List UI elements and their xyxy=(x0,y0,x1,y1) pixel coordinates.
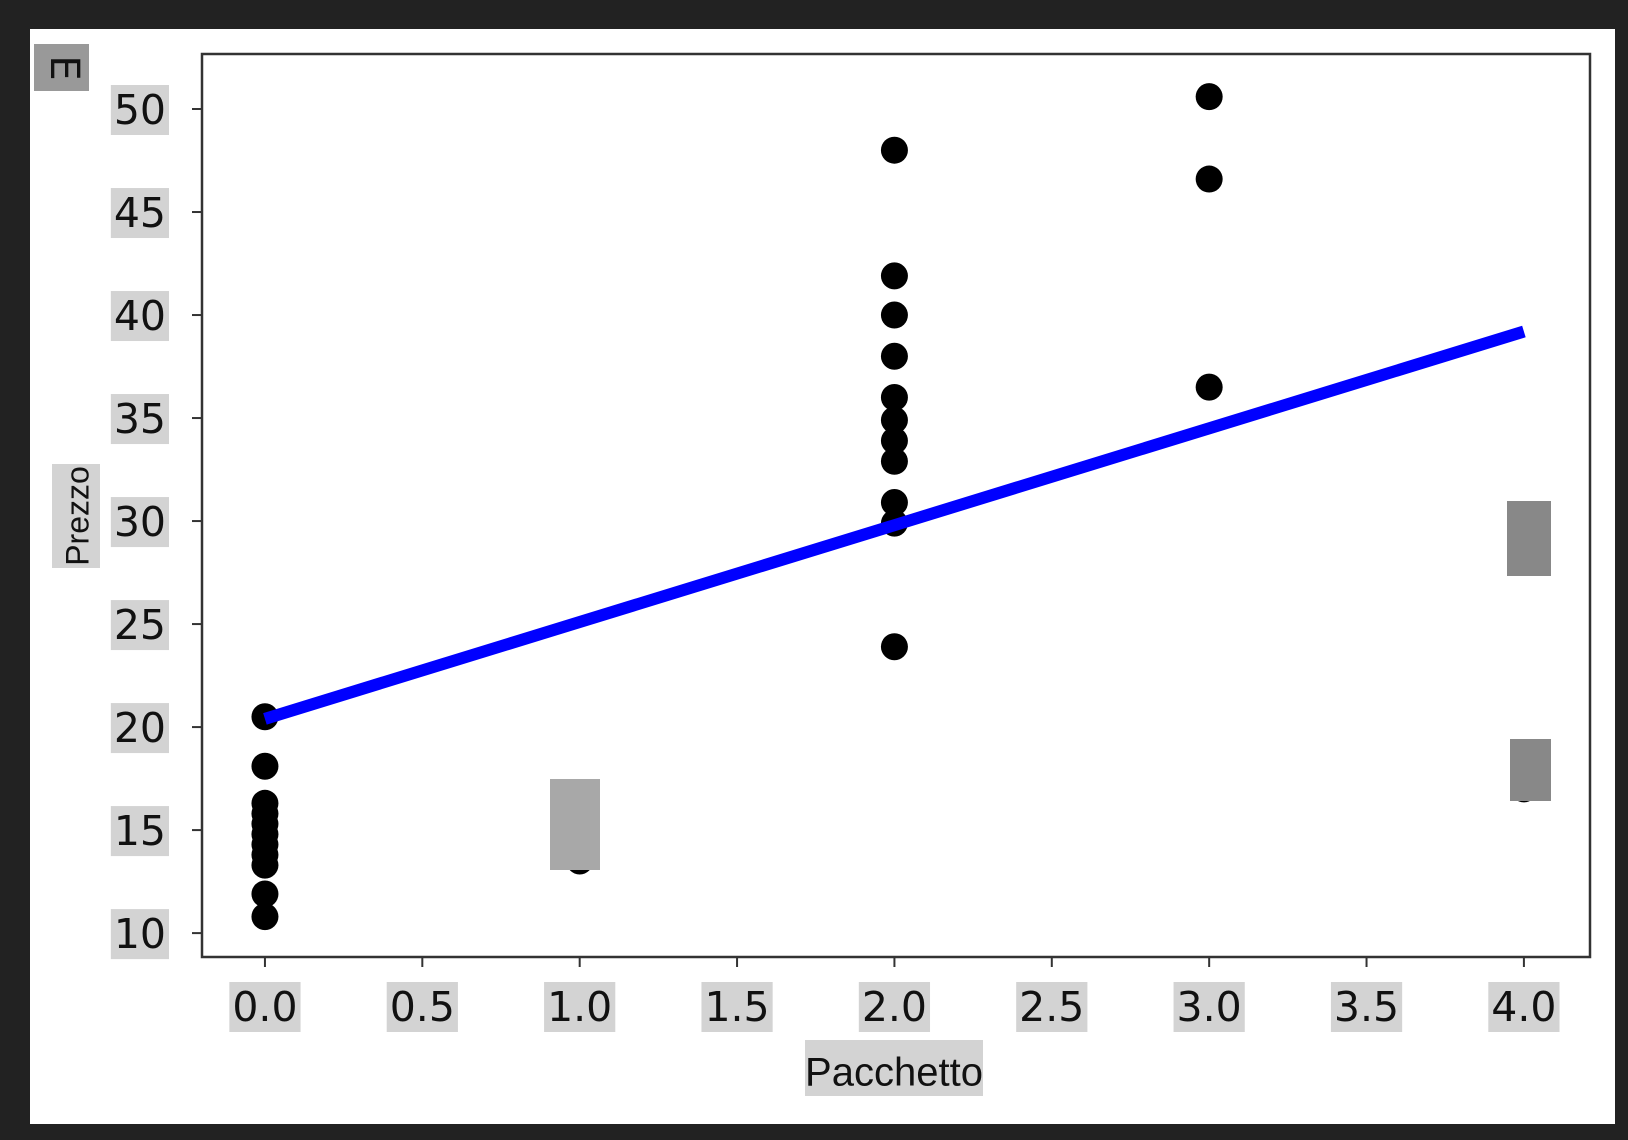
corner-label: E xyxy=(41,55,87,80)
label-highlight xyxy=(110,600,169,651)
plot: 10 15 20 25 30 35 40 45 50 0.0 0.5 1.0 1.5 2.0 2.5 3.0 3… xyxy=(110,83,1560,1032)
x-tick-label: 0.0 xyxy=(232,983,297,1031)
x-tick-label: 3.0 xyxy=(1177,983,1242,1031)
panel xyxy=(30,29,1615,1124)
label-highlight xyxy=(110,806,169,857)
point xyxy=(251,851,279,879)
point xyxy=(1195,373,1223,401)
x-tick-label: 4.0 xyxy=(1491,983,1556,1031)
plot-frame xyxy=(200,52,1592,959)
y-tick-label: 25 xyxy=(114,601,166,649)
label-highlight xyxy=(805,1040,983,1096)
label-highlight xyxy=(544,982,616,1032)
y-axis-label: Prezzo xyxy=(59,466,95,566)
point xyxy=(880,633,908,661)
label-highlight xyxy=(110,394,169,445)
point xyxy=(880,489,908,517)
y-tick-label: 45 xyxy=(114,189,166,237)
point xyxy=(880,406,908,434)
point xyxy=(251,752,279,780)
redaction xyxy=(1507,501,1551,576)
label-highlight xyxy=(701,982,773,1032)
y-tick-label: 40 xyxy=(114,292,166,340)
label-highlight xyxy=(110,909,169,960)
point xyxy=(1195,83,1223,111)
x-tick-label: 1.0 xyxy=(547,983,612,1031)
label-highlight xyxy=(110,703,169,754)
point xyxy=(880,301,908,329)
x-tick-label: 2.0 xyxy=(862,983,927,1031)
label-highlight xyxy=(110,188,169,239)
point xyxy=(251,880,279,908)
x-axis-label: Pacchetto xyxy=(805,1051,983,1095)
label-highlight xyxy=(386,982,458,1032)
point xyxy=(880,136,908,164)
y-tick-label: 20 xyxy=(114,704,166,752)
point xyxy=(880,447,908,475)
point xyxy=(1195,165,1223,193)
y-tick-label: 35 xyxy=(114,395,166,443)
y-tick-label: 10 xyxy=(114,910,166,958)
point xyxy=(880,262,908,290)
redaction xyxy=(550,779,600,870)
label-highlight xyxy=(858,982,931,1032)
label-highlight xyxy=(1016,982,1088,1032)
y-tick-label: 50 xyxy=(114,86,166,134)
fit-line xyxy=(263,325,1526,725)
point xyxy=(251,903,279,931)
label-highlight xyxy=(1173,982,1245,1032)
redaction xyxy=(1510,739,1551,801)
label-highlight xyxy=(1330,982,1403,1032)
x-tick-label: 3.5 xyxy=(1334,983,1399,1031)
label-highlight xyxy=(52,464,100,568)
label-highlight xyxy=(229,982,301,1032)
y-tick-label: 15 xyxy=(114,807,166,855)
label-highlight xyxy=(110,291,169,342)
x-tick-label: 2.5 xyxy=(1019,983,1084,1031)
point xyxy=(880,342,908,370)
label-highlight xyxy=(110,85,169,136)
point xyxy=(880,383,908,411)
corner-box xyxy=(34,44,89,91)
label-highlight xyxy=(1488,982,1560,1032)
x-tick-label: 0.5 xyxy=(390,983,455,1031)
point xyxy=(880,427,908,455)
y-tick-label: 30 xyxy=(114,498,166,546)
x-tick-label: 1.5 xyxy=(704,983,769,1031)
label-highlight xyxy=(110,497,169,548)
